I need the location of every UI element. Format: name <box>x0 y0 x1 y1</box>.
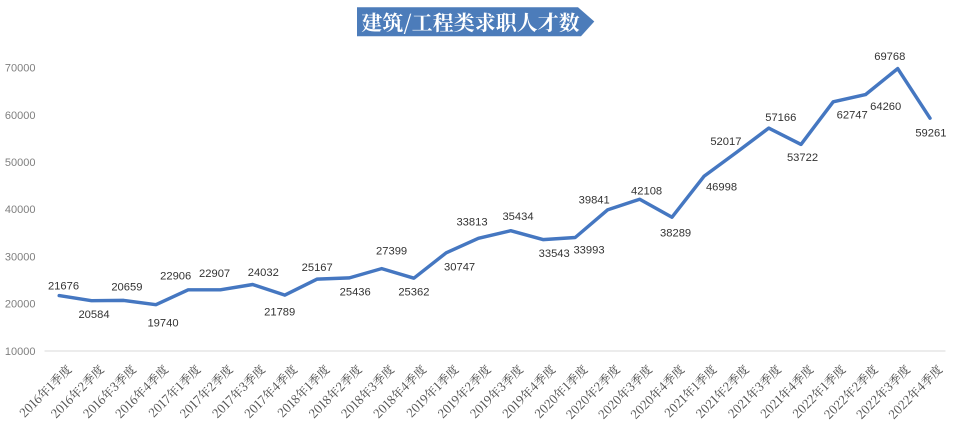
svg-text:33993: 33993 <box>573 244 604 256</box>
svg-text:30747: 30747 <box>444 262 475 274</box>
svg-text:25167: 25167 <box>302 262 333 274</box>
svg-text:25362: 25362 <box>398 287 429 299</box>
svg-text:21676: 21676 <box>48 281 79 293</box>
svg-text:22906: 22906 <box>160 270 191 282</box>
svg-text:62747: 62747 <box>837 110 868 122</box>
svg-text:10000: 10000 <box>5 346 36 358</box>
svg-text:27399: 27399 <box>376 246 407 258</box>
svg-text:70000: 70000 <box>5 63 36 75</box>
svg-text:30000: 30000 <box>5 251 36 263</box>
svg-text:53722: 53722 <box>787 152 818 164</box>
svg-text:64260: 64260 <box>870 101 901 113</box>
svg-text:50000: 50000 <box>5 157 36 169</box>
svg-text:38289: 38289 <box>660 227 691 239</box>
svg-text:35434: 35434 <box>502 211 533 223</box>
svg-text:59261: 59261 <box>915 127 946 139</box>
svg-text:69768: 69768 <box>874 51 905 63</box>
svg-text:52017: 52017 <box>710 136 741 148</box>
svg-text:22907: 22907 <box>199 268 230 280</box>
svg-text:20000: 20000 <box>5 299 36 311</box>
svg-text:19740: 19740 <box>147 317 178 329</box>
svg-text:20659: 20659 <box>111 282 142 294</box>
svg-text:57166: 57166 <box>765 112 796 124</box>
svg-text:46998: 46998 <box>706 182 737 194</box>
svg-text:25436: 25436 <box>340 287 371 299</box>
svg-text:42108: 42108 <box>631 186 662 198</box>
svg-text:24032: 24032 <box>248 267 279 279</box>
svg-text:33543: 33543 <box>539 248 570 260</box>
svg-text:40000: 40000 <box>5 204 36 216</box>
svg-text:21789: 21789 <box>264 307 295 319</box>
svg-text:39841: 39841 <box>579 195 610 207</box>
svg-text:20584: 20584 <box>78 309 109 321</box>
svg-text:33813: 33813 <box>456 217 487 229</box>
svg-text:60000: 60000 <box>5 110 36 122</box>
